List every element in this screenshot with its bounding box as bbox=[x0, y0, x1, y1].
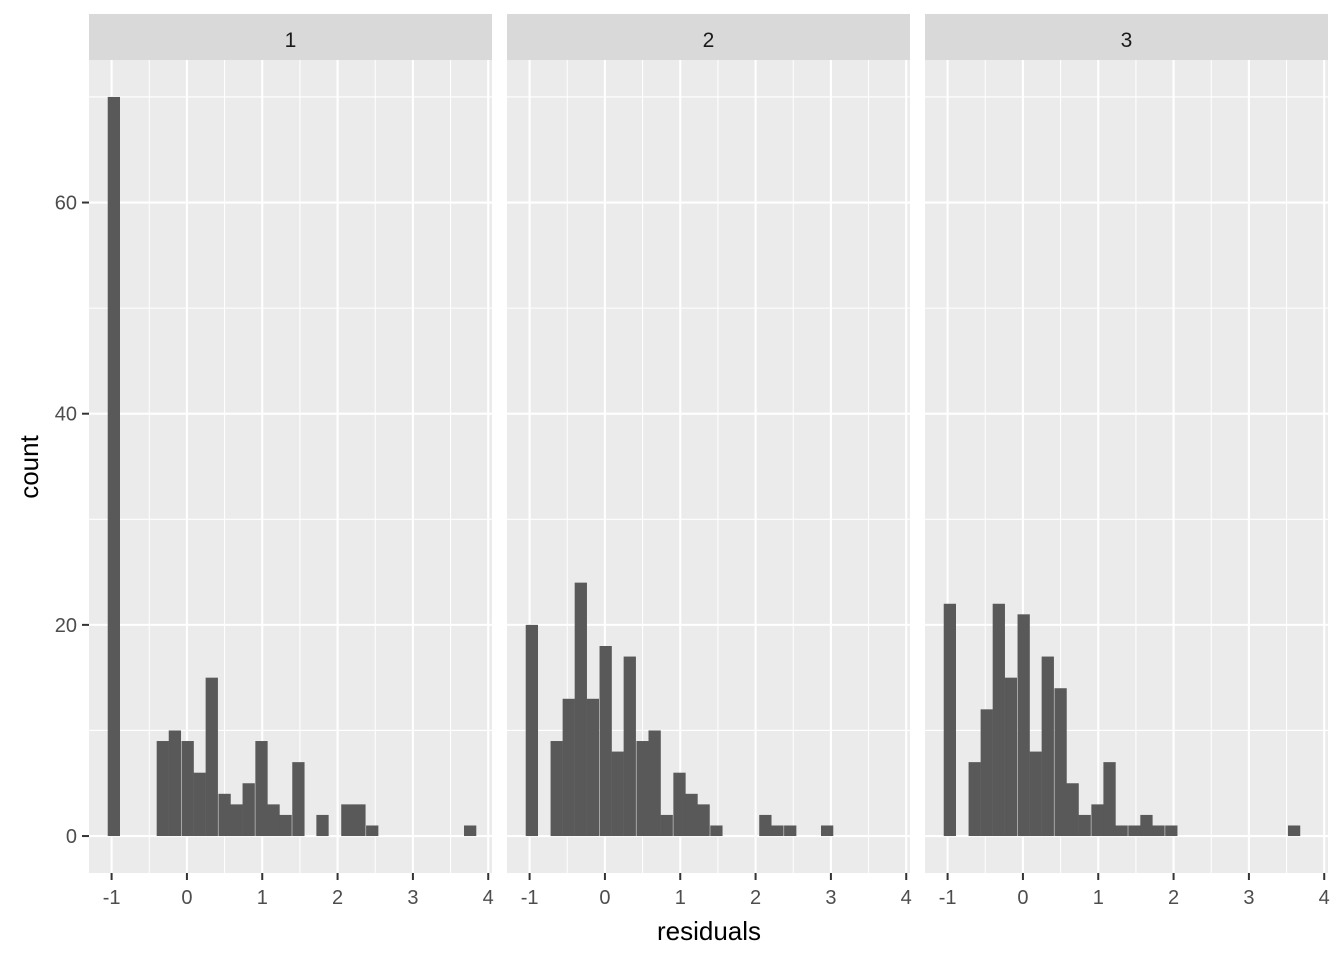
histogram-bar bbox=[1029, 751, 1042, 837]
x-tick-label: 4 bbox=[901, 887, 912, 909]
x-tick-label: 0 bbox=[1017, 887, 1028, 909]
histogram-bar bbox=[341, 804, 354, 837]
facet-strip-label: 1 bbox=[285, 29, 297, 52]
x-tick-label: 4 bbox=[483, 887, 494, 909]
histogram-bar bbox=[218, 793, 231, 837]
x-tick-label: 1 bbox=[675, 887, 686, 909]
histogram-bar bbox=[1066, 783, 1079, 837]
histogram-bar bbox=[156, 741, 169, 837]
histogram-bar bbox=[623, 656, 636, 837]
histogram-bar bbox=[710, 825, 723, 837]
histogram-bar bbox=[1103, 762, 1116, 837]
histogram-bar bbox=[943, 603, 956, 837]
histogram-bar bbox=[599, 645, 612, 837]
histogram-bar bbox=[1165, 825, 1178, 837]
histogram-bar bbox=[292, 762, 305, 837]
y-tick-label: 60 bbox=[55, 193, 77, 215]
histogram-bar bbox=[193, 772, 206, 837]
histogram-bar bbox=[107, 96, 120, 837]
histogram-bar bbox=[784, 825, 797, 837]
y-axis: 0 20 40 60 bbox=[55, 193, 89, 848]
histogram-bar bbox=[980, 709, 993, 837]
x-tick-label: 2 bbox=[1168, 887, 1179, 909]
histogram-bar bbox=[353, 804, 366, 837]
histogram-bar bbox=[181, 741, 194, 837]
histogram-bar bbox=[821, 825, 834, 837]
facet-strip bbox=[89, 14, 492, 60]
y-tick-label: 0 bbox=[66, 826, 77, 848]
facet-panels: 1 -1 0 1 2 3 4 2 -1 0 1 2 3 4 3 -1 0 1 2 3 4 bbox=[89, 14, 1330, 909]
histogram-bar bbox=[968, 762, 981, 837]
histogram-bar bbox=[685, 793, 698, 837]
histogram-bar bbox=[771, 825, 784, 837]
x-tick-label: 0 bbox=[599, 887, 610, 909]
x-tick-label: 1 bbox=[1093, 887, 1104, 909]
facet-strip bbox=[507, 14, 910, 60]
panel-background bbox=[89, 60, 492, 873]
histogram-bar bbox=[242, 783, 255, 837]
histogram-bar bbox=[316, 814, 329, 837]
x-tick-label: 2 bbox=[332, 887, 343, 909]
x-tick-label: 2 bbox=[750, 887, 761, 909]
histogram-bar bbox=[464, 825, 477, 837]
histogram-bar bbox=[1115, 825, 1128, 837]
histogram-bar bbox=[1017, 614, 1030, 837]
histogram-bar bbox=[586, 698, 600, 837]
histogram-bar bbox=[279, 814, 292, 837]
histogram-bar bbox=[267, 804, 280, 837]
x-axis-title: residuals bbox=[657, 916, 761, 946]
x-tick-label: 0 bbox=[181, 887, 192, 909]
x-tick-label: -1 bbox=[939, 887, 957, 909]
histogram-bar bbox=[611, 751, 624, 837]
histogram-bar bbox=[759, 814, 772, 837]
histogram-bar bbox=[1078, 814, 1091, 837]
facet-strip-label: 2 bbox=[703, 29, 715, 52]
x-tick-label: 3 bbox=[825, 887, 836, 909]
histogram-bar bbox=[550, 741, 563, 837]
x-tick-label: 1 bbox=[257, 887, 268, 909]
histogram-bar bbox=[1287, 825, 1301, 837]
histogram-bar bbox=[366, 825, 379, 837]
x-tick-label: -1 bbox=[103, 887, 121, 909]
x-tick-label: -1 bbox=[521, 887, 539, 909]
histogram-bar bbox=[636, 741, 649, 837]
histogram-bar bbox=[1004, 677, 1018, 837]
histogram-bar bbox=[168, 730, 182, 837]
histogram-bar bbox=[1041, 656, 1054, 837]
histogram-bar bbox=[992, 603, 1005, 837]
facet-panel-1: 1 -1 0 1 2 3 4 bbox=[89, 14, 494, 909]
histogram-bar bbox=[1140, 814, 1153, 837]
histogram-bar bbox=[660, 814, 673, 837]
y-axis-title: count bbox=[14, 434, 44, 498]
x-tick-label: 3 bbox=[1243, 887, 1254, 909]
histogram-bar bbox=[205, 677, 218, 837]
facet-strip bbox=[925, 14, 1328, 60]
facet-panel-3: 3 -1 0 1 2 3 4 bbox=[925, 14, 1330, 909]
histogram-bar bbox=[673, 772, 686, 837]
histogram-bar bbox=[697, 804, 710, 837]
histogram-bar bbox=[648, 730, 661, 837]
histogram-bar bbox=[230, 804, 243, 837]
histogram-bar bbox=[1128, 825, 1141, 837]
histogram-bar bbox=[1054, 688, 1067, 837]
x-tick-label: 3 bbox=[407, 887, 418, 909]
x-tick-label: 4 bbox=[1319, 887, 1330, 909]
histogram-bar bbox=[1152, 825, 1165, 837]
histogram-bar bbox=[574, 582, 587, 837]
facet-strip-label: 3 bbox=[1121, 29, 1133, 52]
y-tick-label: 20 bbox=[55, 615, 77, 637]
histogram-bar bbox=[1091, 804, 1104, 837]
histogram-bar bbox=[255, 741, 268, 837]
y-tick-label: 40 bbox=[55, 404, 77, 426]
facet-panel-2: 2 -1 0 1 2 3 4 bbox=[507, 14, 912, 909]
histogram-bar bbox=[562, 698, 575, 837]
histogram-bar bbox=[525, 624, 538, 837]
